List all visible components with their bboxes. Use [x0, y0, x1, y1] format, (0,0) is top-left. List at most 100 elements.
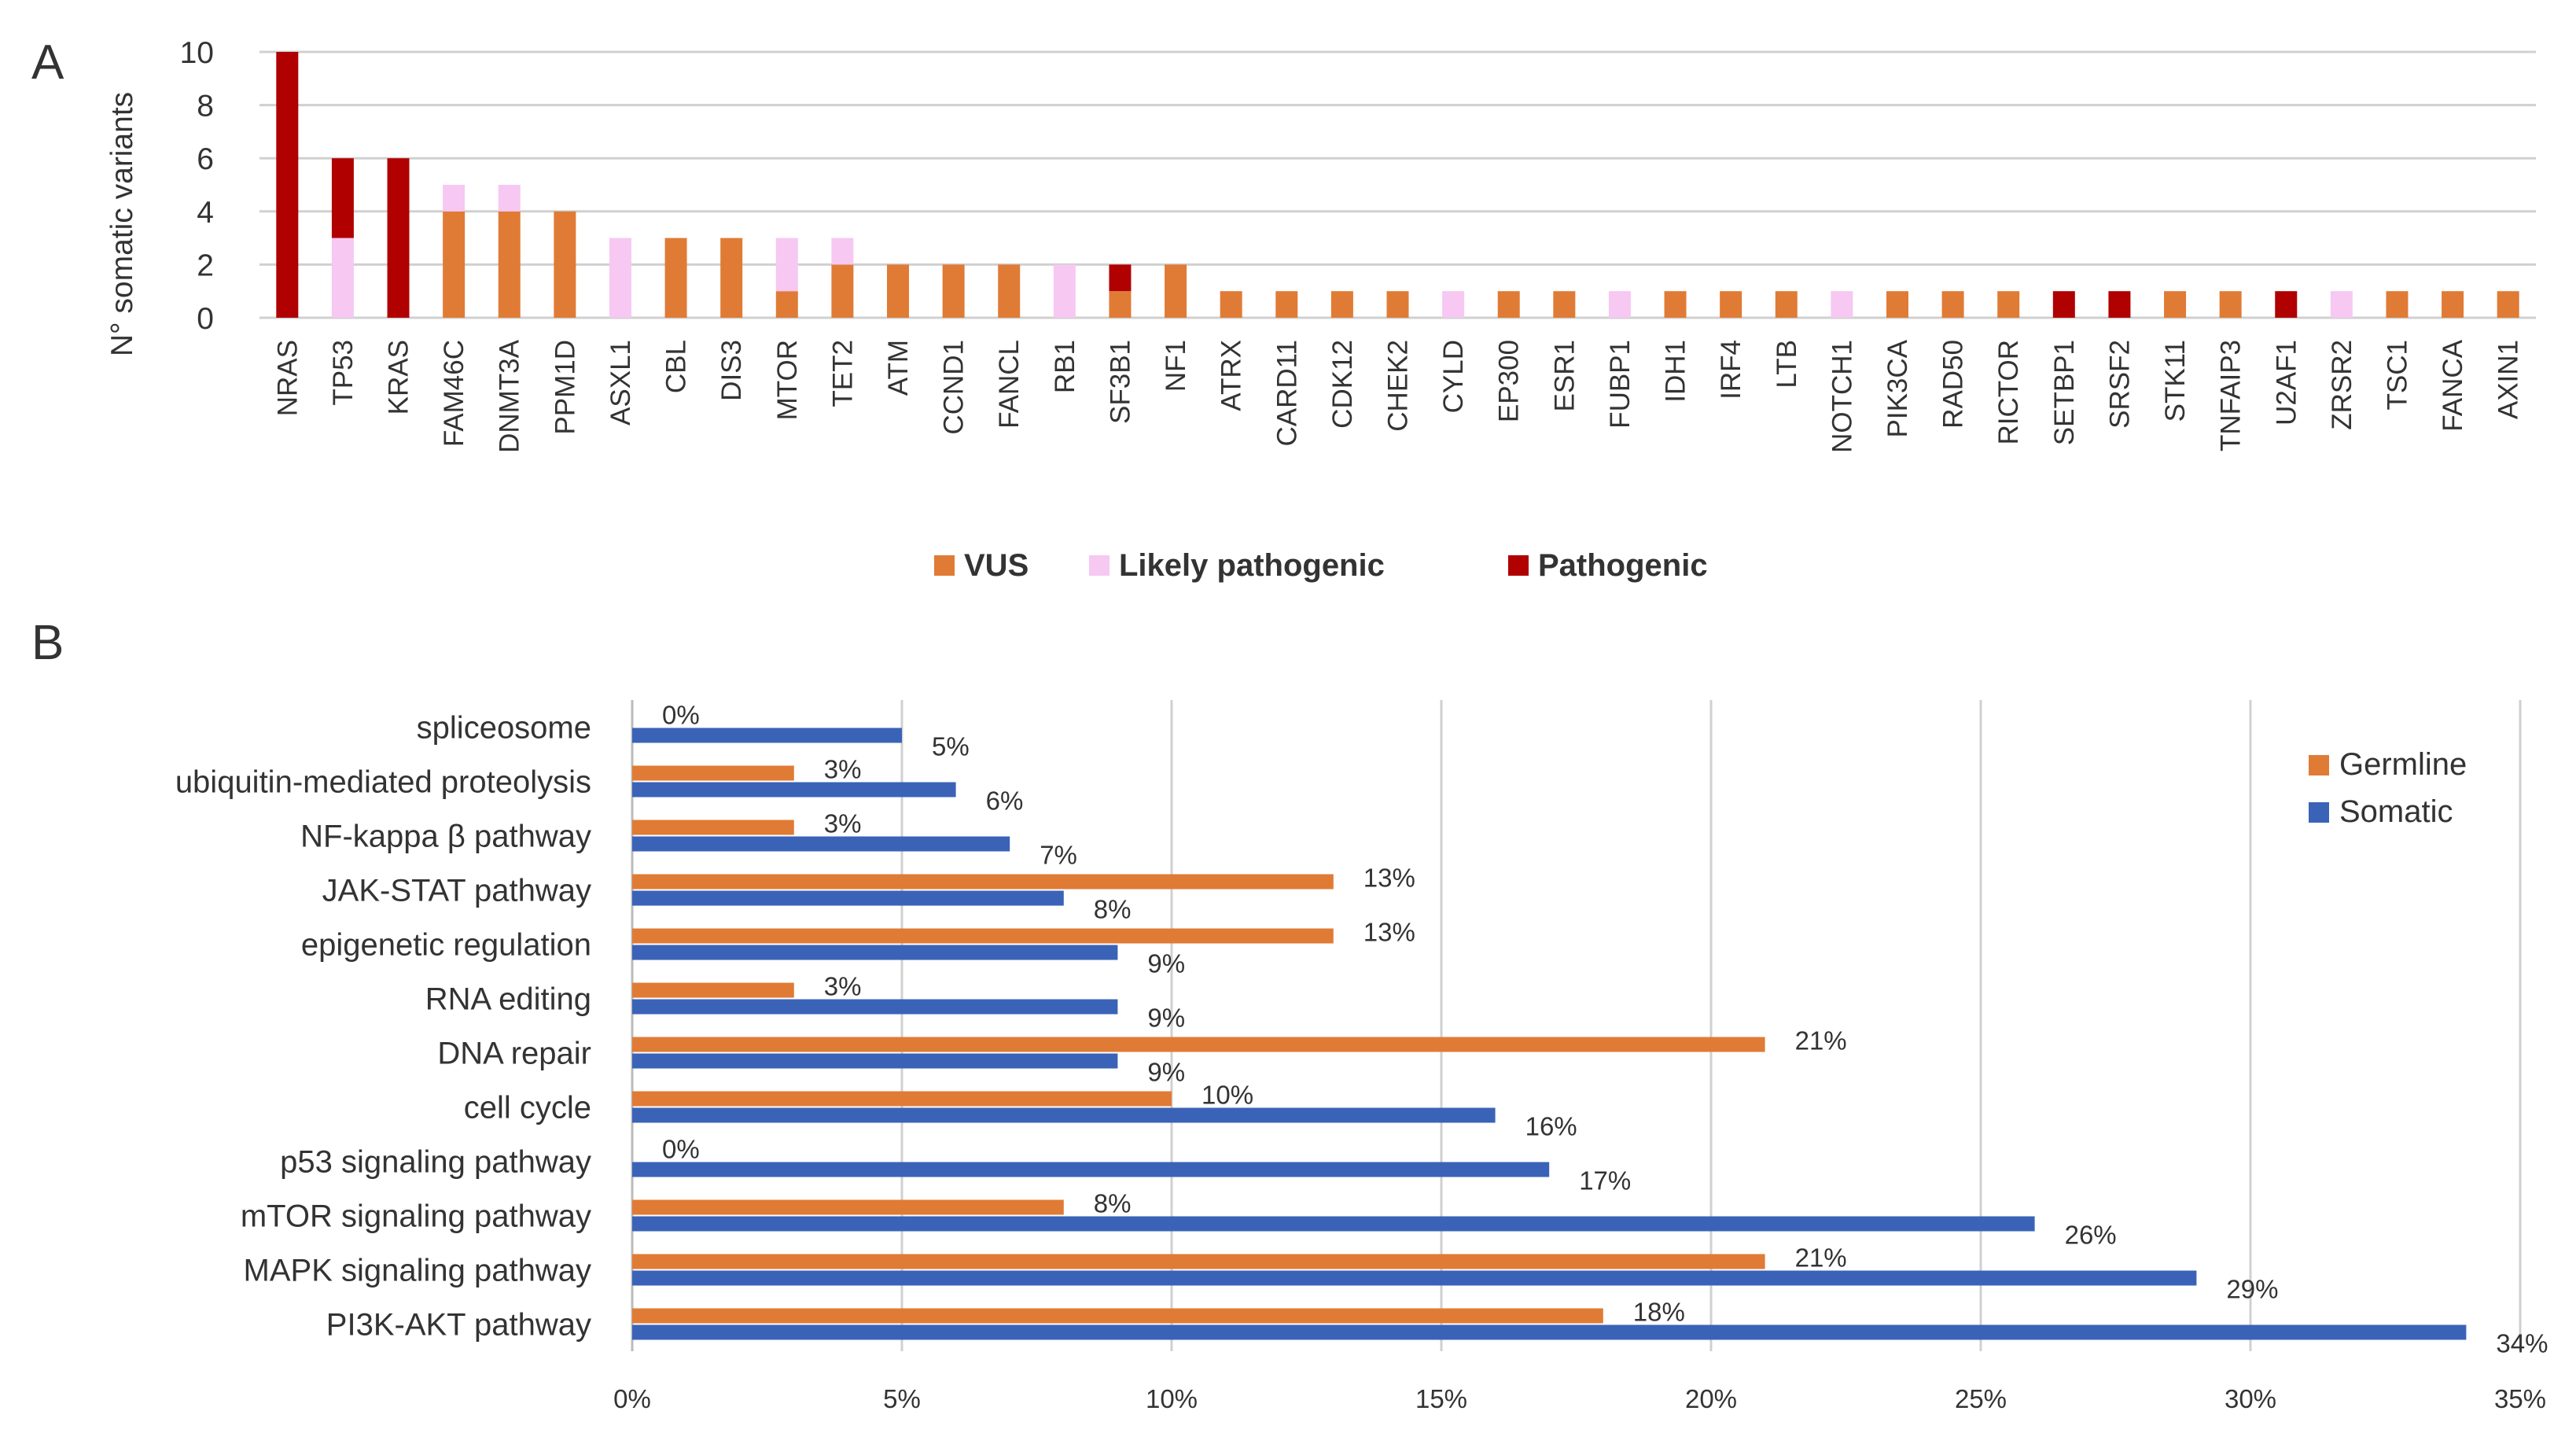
- bar-likely-pathogenic-dnmt3a: [498, 185, 521, 212]
- bar-vus-fanca: [2442, 291, 2464, 318]
- bar-vus-cdk12: [1330, 291, 1353, 318]
- bar-somatic-2: [632, 836, 1010, 852]
- gene-label: NOTCH1: [1827, 340, 1857, 453]
- bar-somatic-9: [632, 1216, 2035, 1232]
- gene-label: FAM46C: [439, 340, 469, 447]
- gene-label: STK11: [2160, 340, 2191, 422]
- panel-a-chart: A N° somatic variants 0 2 4 6 8 10 NRAS TP53 KR…: [31, 35, 2536, 583]
- bar-germline-9: [632, 1199, 1064, 1215]
- bar-likely-pathogenic-zrsr2: [2330, 291, 2353, 318]
- pathway-label: NF-kappa β pathway: [300, 820, 591, 854]
- bar-vus-tsc1: [2386, 291, 2409, 318]
- bar-vus-rad50: [1941, 291, 1964, 318]
- bar-somatic-8: [632, 1162, 1550, 1177]
- panel-b-xtick: 15%: [1415, 1384, 1467, 1413]
- bar-germline-11: [632, 1308, 1603, 1324]
- data-label-germline: 18%: [1633, 1298, 1685, 1327]
- panel-a-ytick: 10: [180, 36, 214, 70]
- gene-label: CYLD: [1438, 340, 1469, 413]
- bar-vus-fancl: [998, 264, 1021, 318]
- bar-vus-chek2: [1386, 291, 1409, 318]
- gene-label: TSC1: [2382, 340, 2412, 410]
- pathway-label: DNA repair: [437, 1037, 591, 1071]
- gene-label: ATRX: [1216, 340, 1247, 411]
- panel-a-ytick: 0: [197, 302, 214, 336]
- bar-pathogenic-sf3b1: [1109, 264, 1132, 292]
- bar-vus-rictor: [1997, 291, 2020, 318]
- bar-germline-10: [632, 1254, 1765, 1269]
- gene-label: FANCA: [2438, 339, 2468, 431]
- bar-somatic-6: [632, 1053, 1118, 1069]
- bar-likely-pathogenic-fam46c: [443, 185, 466, 212]
- bar-vus-sf3b1: [1109, 291, 1132, 318]
- legend-label-somatic: Somatic: [2339, 794, 2453, 829]
- bar-germline-6: [632, 1037, 1765, 1052]
- gene-label: ESR1: [1549, 340, 1580, 411]
- gene-label: SETBP1: [2049, 340, 2080, 445]
- panel-a-legend: VUS Likely pathogenic Pathogenic: [934, 548, 1708, 583]
- data-label-germline: 0%: [662, 1135, 700, 1164]
- legend-label-likely-pathogenic: Likely pathogenic: [1119, 548, 1385, 583]
- bar-pathogenic-u2af1: [2275, 291, 2298, 318]
- data-label-somatic: 34%: [2496, 1329, 2548, 1358]
- bar-vus-cbl: [664, 238, 687, 318]
- gene-label: IRF4: [1716, 340, 1746, 400]
- pathway-label: mTOR signaling pathway: [241, 1199, 591, 1234]
- pathway-label: ubiquitin-mediated proteolysis: [175, 765, 591, 800]
- data-label-germline: 0%: [662, 701, 700, 730]
- gene-label: PIK3CA: [1882, 339, 1913, 437]
- bar-vus-dis3: [720, 238, 743, 318]
- bar-vus-ep300: [1497, 291, 1520, 318]
- gene-label: RICTOR: [1993, 340, 2024, 445]
- bar-vus-atrx: [1220, 291, 1242, 318]
- gene-label: DIS3: [716, 340, 747, 401]
- bar-vus-axin1: [2497, 291, 2519, 318]
- legend-swatch-likely-pathogenic: [1089, 555, 1110, 576]
- bar-likely-pathogenic-fubp1: [1608, 291, 1631, 318]
- bar-likely-pathogenic-rb1: [1053, 264, 1076, 318]
- data-label-somatic: 8%: [1094, 895, 1132, 924]
- gene-label: TNFAIP3: [2216, 340, 2247, 451]
- bar-vus-tnfaip3: [2219, 291, 2242, 318]
- gene-label: KRAS: [384, 340, 414, 414]
- bar-vus-pik3ca: [1886, 291, 1908, 318]
- gene-label: CBL: [661, 340, 692, 393]
- panel-a-ylabel: N° somatic variants: [105, 92, 139, 356]
- legend-swatch-somatic: [2309, 802, 2329, 823]
- data-label-germline: 10%: [1202, 1081, 1253, 1110]
- bar-germline-4: [632, 928, 1334, 944]
- bar-pathogenic-nras: [276, 52, 299, 318]
- gene-label: FUBP1: [1605, 340, 1636, 429]
- panel-a-ytick: 2: [197, 249, 214, 282]
- legend-label-vus: VUS: [964, 548, 1029, 583]
- gene-label: EP300: [1494, 340, 1525, 422]
- bar-vus-mtor: [775, 291, 798, 318]
- bar-germline-5: [632, 982, 794, 998]
- bar-vus-idh1: [1664, 291, 1687, 318]
- bar-germline-2: [632, 820, 794, 835]
- panel-a-ytick: 6: [197, 142, 214, 176]
- gene-label: DNMT3A: [495, 339, 525, 453]
- gene-label: TP53: [328, 340, 359, 406]
- gene-label: CHEK2: [1383, 340, 1414, 432]
- bar-somatic-10: [632, 1270, 2197, 1286]
- pathway-label: PI3K-AKT pathway: [326, 1308, 591, 1343]
- bar-germline-7: [632, 1091, 1172, 1107]
- bar-vus-dnmt3a: [498, 211, 521, 318]
- legend-swatch-vus: [934, 555, 955, 576]
- bar-pathogenic-tp53: [331, 158, 354, 238]
- legend-swatch-germline: [2309, 755, 2329, 775]
- bar-somatic-7: [632, 1107, 1496, 1123]
- panel-b-chart: B 0% 5% 10% 15% 20% 25% 30% 35% 0% 5% 3% 6% 3% 7% 13%…: [31, 616, 2548, 1413]
- gene-label: RAD50: [1938, 340, 1969, 429]
- panel-b-xtick: 0%: [613, 1384, 651, 1413]
- gene-label: CDK12: [1327, 340, 1358, 429]
- gene-label: RB1: [1050, 340, 1080, 393]
- gene-label: U2AF1: [2271, 340, 2302, 425]
- bar-pathogenic-srsf2: [2108, 291, 2131, 318]
- pathway-label: spliceosome: [417, 711, 591, 746]
- data-label-somatic: 17%: [1579, 1166, 1631, 1195]
- legend-label-pathogenic: Pathogenic: [1538, 548, 1708, 583]
- bar-vus-atm: [887, 264, 910, 318]
